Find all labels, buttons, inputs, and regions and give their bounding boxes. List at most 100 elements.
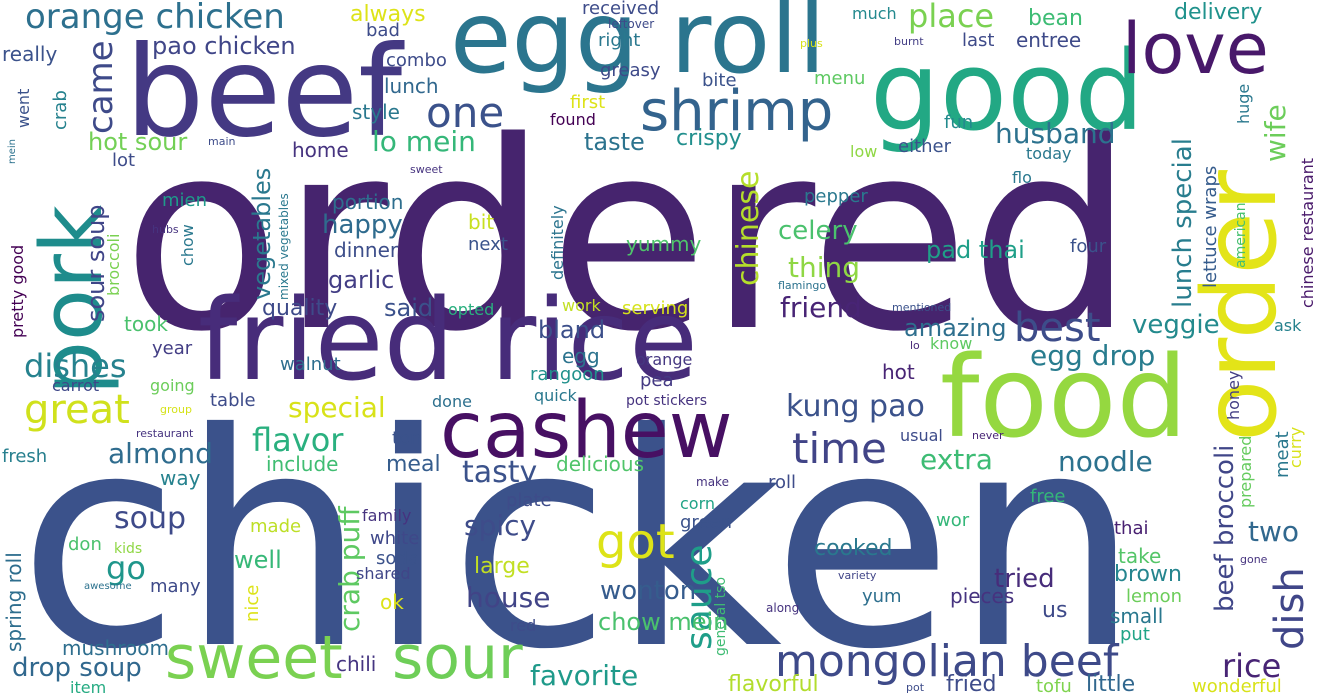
word-crispy: crispy bbox=[676, 126, 742, 151]
word-huge: huge bbox=[1234, 83, 1253, 124]
word-leftover: leftover bbox=[608, 17, 655, 31]
word-sweet-small: sweet bbox=[410, 163, 443, 176]
word-green: green bbox=[680, 512, 732, 533]
word-never: never bbox=[972, 429, 1004, 442]
word-sour: sour bbox=[392, 623, 523, 693]
word-chinese-restaurant: chinese restaurant bbox=[1298, 157, 1317, 308]
word-yum: yum bbox=[862, 586, 902, 607]
word-tried: tried bbox=[994, 564, 1055, 594]
word-yummy: yummy bbox=[626, 232, 702, 256]
word-combo: combo bbox=[386, 50, 447, 71]
word-burnt: burnt bbox=[894, 35, 924, 48]
word-many: many bbox=[150, 576, 201, 597]
word-red: red bbox=[510, 616, 537, 635]
word-food: food bbox=[940, 333, 1188, 463]
word-mushroom: mushroom bbox=[62, 636, 169, 660]
word-almond: almond bbox=[108, 437, 213, 470]
word-noodle: noodle bbox=[1058, 445, 1153, 478]
word-celery: celery bbox=[778, 216, 858, 246]
word-corn: corn bbox=[680, 494, 716, 513]
word-wonderful: wonderful bbox=[1192, 676, 1282, 697]
word-extra: extra bbox=[920, 443, 993, 476]
word-dish: dish bbox=[1267, 567, 1313, 650]
word-friend: friend bbox=[780, 291, 862, 324]
word-portion: portion bbox=[332, 190, 404, 214]
word-fresh: fresh bbox=[2, 446, 48, 467]
word-meal: meal bbox=[386, 452, 441, 477]
word-vegetables: vegetables bbox=[248, 167, 276, 300]
word-put: put bbox=[1120, 624, 1150, 645]
word-wife: wife bbox=[1259, 104, 1292, 162]
word-table: table bbox=[210, 390, 256, 411]
word-large: large bbox=[474, 554, 530, 579]
word-restaurant: restaurant bbox=[136, 427, 194, 440]
word-thing: thing bbox=[788, 251, 861, 284]
word-main: main bbox=[208, 135, 236, 148]
word-small: small bbox=[1110, 604, 1164, 628]
word-much: much bbox=[852, 4, 897, 23]
word-go: go bbox=[106, 549, 146, 587]
word-right: right bbox=[598, 30, 641, 51]
word-took: took bbox=[124, 312, 168, 336]
word-family: family bbox=[362, 506, 412, 525]
word-crab: crab bbox=[50, 90, 71, 130]
word-orange-chicken: orange chicken bbox=[25, 0, 285, 37]
word-lot: lot bbox=[112, 150, 136, 171]
word-pad-thai: pad thai bbox=[926, 236, 1025, 264]
word-low: low bbox=[850, 142, 878, 161]
word-way: way bbox=[160, 466, 201, 490]
word-ok: ok bbox=[380, 590, 404, 614]
word-don: don bbox=[68, 534, 102, 555]
word-time: time bbox=[792, 424, 887, 473]
word-hubs: hubs bbox=[152, 223, 179, 236]
word-lo-mein: lo mein bbox=[372, 125, 476, 158]
word-two: two bbox=[1248, 515, 1300, 548]
word-place: place bbox=[908, 0, 995, 35]
word-bit: bit bbox=[468, 210, 495, 234]
word-beef-broccoli: beef broccoli bbox=[1210, 444, 1240, 612]
word-bland: bland bbox=[538, 316, 606, 344]
word-style: style bbox=[352, 100, 400, 124]
word-lettuce-wraps: lettuce wraps bbox=[1200, 165, 1221, 288]
word-cooked: cooked bbox=[814, 536, 893, 561]
word-rice: rice bbox=[1222, 647, 1282, 685]
word-walnut: walnut bbox=[280, 354, 341, 375]
word-item: item bbox=[70, 678, 107, 697]
word-soup: soup bbox=[114, 501, 187, 536]
word-amazing: amazing bbox=[904, 314, 1007, 342]
word-lemon: lemon bbox=[1126, 586, 1183, 607]
word-spicy: spicy bbox=[464, 509, 537, 542]
word-house: house bbox=[466, 581, 551, 614]
word-pretty-good: pretty good bbox=[8, 244, 27, 338]
word-pao-chicken: pao chicken bbox=[152, 32, 296, 60]
word-roll: roll bbox=[768, 472, 797, 493]
word-found: found bbox=[550, 110, 596, 129]
word-egg: egg bbox=[562, 344, 600, 368]
word-one: one bbox=[426, 88, 505, 137]
word-group: group bbox=[160, 403, 192, 416]
word-fried-rice: fried rice bbox=[198, 276, 698, 406]
word-done: done bbox=[432, 392, 472, 411]
word-wor: wor bbox=[936, 510, 970, 531]
word-plate: plate bbox=[506, 490, 552, 511]
word-quality: quality bbox=[262, 296, 338, 321]
word-either: either bbox=[898, 136, 952, 157]
word-year: year bbox=[152, 338, 193, 359]
word-chow-mein: chow mein bbox=[598, 608, 729, 636]
word-carrot: carrot bbox=[52, 376, 100, 395]
word-pieces: pieces bbox=[950, 584, 1015, 608]
word-cashew: cashew bbox=[440, 386, 733, 476]
word-soda: soda bbox=[376, 548, 419, 569]
word-best: best bbox=[1014, 305, 1101, 351]
word-lo: lo bbox=[910, 339, 920, 352]
word-general-tso: general tso bbox=[713, 576, 729, 656]
word-ton: ton bbox=[392, 428, 422, 449]
word-first: first bbox=[570, 92, 606, 113]
word-chow: chow bbox=[178, 224, 197, 266]
word-going: going bbox=[150, 376, 195, 395]
word-chicken: chicken bbox=[18, 370, 1141, 700]
word-love: love bbox=[1122, 8, 1269, 90]
word-usual: usual bbox=[900, 426, 943, 445]
word-special: special bbox=[288, 391, 386, 424]
word-ask: ask bbox=[1274, 316, 1302, 335]
